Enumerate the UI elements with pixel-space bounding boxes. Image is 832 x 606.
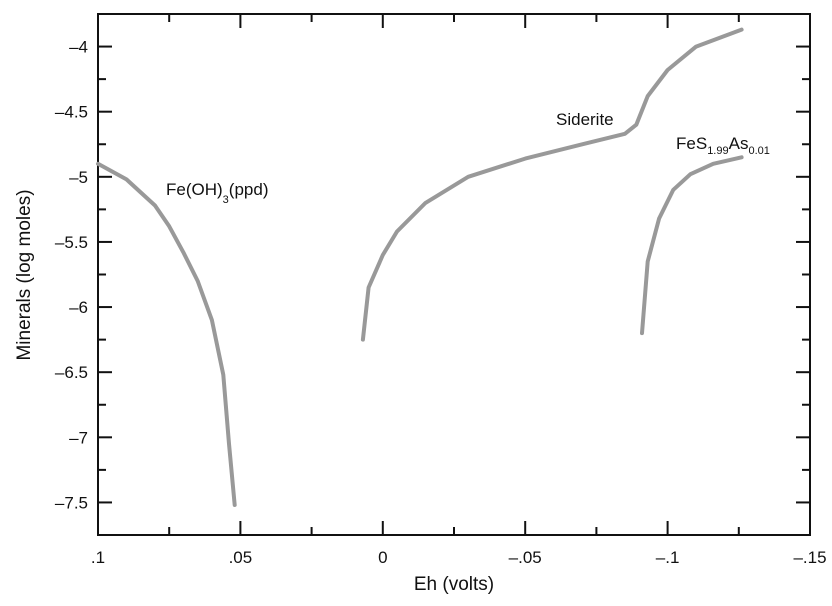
series-layer xyxy=(96,27,744,507)
curve-labels-layer: Fe(OH)3(ppd) Siderite FeS1.99As0.01 xyxy=(166,110,770,206)
x-tick-label: 0 xyxy=(378,548,387,567)
y-tick-label: –4 xyxy=(69,38,88,57)
curve-label-siderite: Siderite xyxy=(556,110,614,129)
curve-label-feoh3: Fe(OH)3(ppd) xyxy=(166,180,268,206)
x-axis-title: Eh (volts) xyxy=(414,574,494,595)
y-tick-label: –6 xyxy=(69,298,88,317)
y-tick-label: –7 xyxy=(69,428,88,447)
y-tick-label: –6.5 xyxy=(55,363,88,382)
x-tick-label: –.1 xyxy=(656,548,680,567)
y-tick-label: –7.5 xyxy=(55,493,88,512)
y-tick-label: –5 xyxy=(69,168,88,187)
x-tick-label: .05 xyxy=(229,548,253,567)
curve-label-fes-as: FeS1.99As0.01 xyxy=(676,134,770,157)
axes-layer: –7.5 –7 –6.5 –6 –5.5 –5 –4.5 –4 .1 .05 0 –.05 –.1 –.1… xyxy=(55,13,827,567)
series-line-feoh3 xyxy=(96,161,237,507)
series-line-fes-as xyxy=(640,155,744,336)
y-tick-label: –5.5 xyxy=(55,233,88,252)
x-tick-label: –.05 xyxy=(509,548,542,567)
x-tick-label: –.15 xyxy=(793,548,826,567)
y-axis-title: Minerals (log moles) xyxy=(14,189,35,360)
x-tick-label: .1 xyxy=(91,548,105,567)
y-tick-label: –4.5 xyxy=(55,103,88,122)
series-line-siderite xyxy=(360,27,744,342)
